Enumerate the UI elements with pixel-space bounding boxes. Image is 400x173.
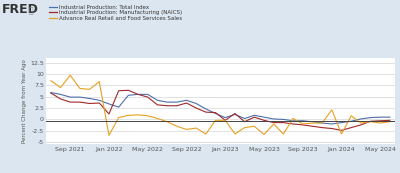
Text: ⤴: ⤴ [29, 6, 34, 15]
Legend: Industrial Production: Total Index, Industrial Production: Manufacturing (NAICS): Industrial Production: Total Index, Indu… [49, 4, 182, 21]
Y-axis label: Percent Change from Year Ago: Percent Change from Year Ago [22, 59, 27, 143]
Text: FRED: FRED [2, 3, 39, 16]
